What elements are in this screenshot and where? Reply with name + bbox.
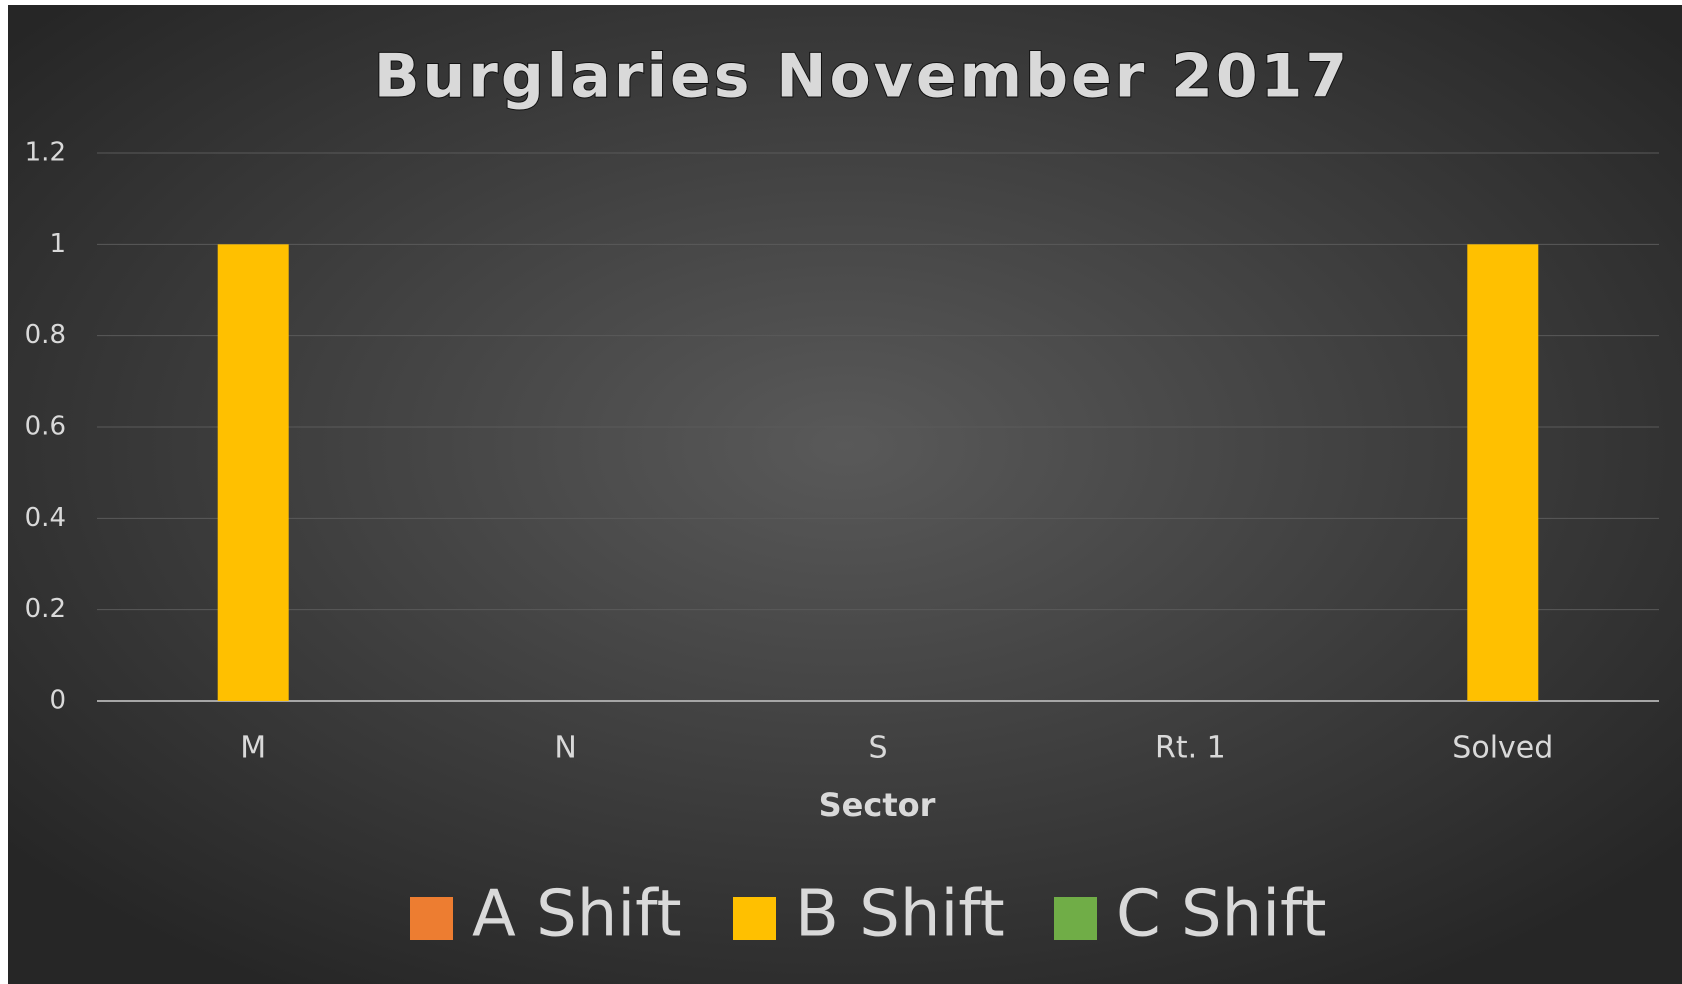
legend-swatch	[1054, 897, 1097, 940]
x-tick-label: M	[240, 731, 266, 766]
x-tick-label: N	[554, 731, 576, 766]
y-tick-label: 0.6	[25, 412, 66, 442]
bar	[1467, 244, 1539, 702]
y-tick-label: 0.8	[25, 320, 66, 350]
x-tick-label: Rt. 1	[1155, 731, 1226, 766]
legend-swatch	[410, 897, 453, 940]
x-tick-label: S	[868, 731, 887, 766]
chart-title: Burglaries November 2017	[374, 42, 1350, 112]
y-tick-label: 0.2	[25, 594, 66, 624]
legend-label: B Shift	[795, 878, 1005, 952]
x-tick-label: Solved	[1452, 731, 1553, 766]
x-axis-title: Sector	[819, 786, 936, 824]
legend-swatch	[733, 897, 776, 940]
y-tick-label: 0	[49, 686, 66, 716]
y-tick-label: 0.4	[25, 503, 66, 533]
legend-label: C Shift	[1116, 878, 1327, 952]
y-tick-label: 1	[49, 229, 66, 259]
legend-label: A Shift	[472, 878, 682, 952]
bar	[217, 244, 289, 702]
y-tick-label: 1.2	[25, 138, 66, 168]
